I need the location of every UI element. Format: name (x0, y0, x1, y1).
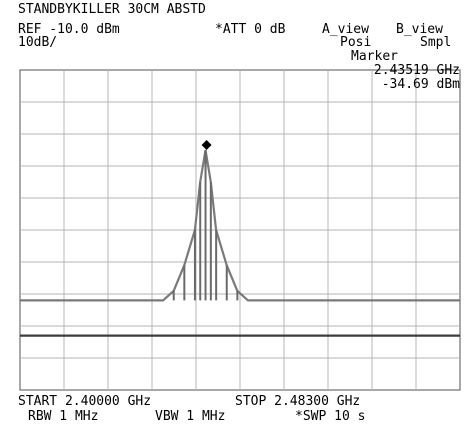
traces (20, 149, 460, 337)
resolution-bandwidth: RBW 1 MHz (28, 409, 99, 424)
trace-b-view: B_view (396, 22, 443, 37)
reference-level: REF -10.0 dBm (18, 22, 120, 37)
stop-frequency: STOP 2.48300 GHz (235, 394, 361, 409)
attenuation: *ATT 0 dB (215, 22, 286, 37)
trace-a-mode: Posi (340, 35, 372, 50)
marker-level: -34.69 dBm (381, 77, 460, 92)
trace-line-a (20, 149, 460, 302)
grid (20, 70, 460, 390)
start-frequency: START 2.40000 GHz (18, 394, 152, 409)
chart-title: STANDBYKILLER 30CM ABSTD (18, 2, 206, 17)
marker-frequency: 2.43519 GHz (373, 63, 460, 78)
marker-diamond (201, 140, 212, 151)
sweep-time: *SWP 10 s (295, 409, 366, 424)
marker-label: Marker (351, 49, 398, 64)
scale-per-division: 10dB/ (18, 35, 58, 50)
marker-layer (201, 140, 212, 151)
trace-a-view: A_view (322, 22, 369, 37)
video-bandwidth: VBW 1 MHz (155, 409, 226, 424)
trace-b-mode: Smpl (420, 35, 452, 50)
